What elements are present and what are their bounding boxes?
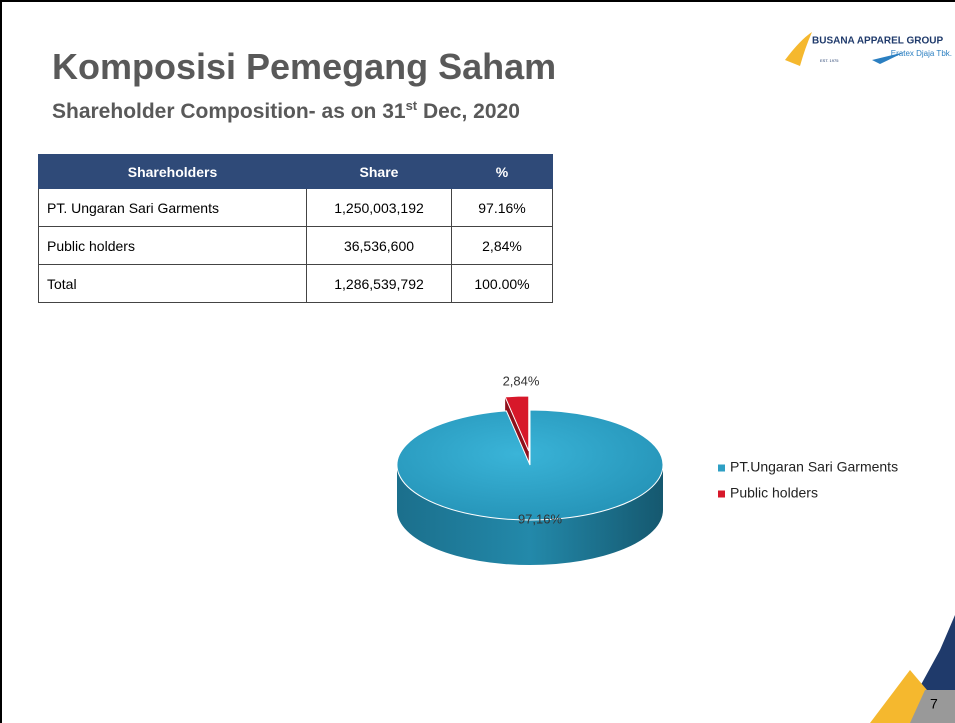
subtitle-sup: st [405,98,418,113]
cell: 2,84% [451,226,553,265]
legend-label: PT.Ungaran Sari Garments [730,459,898,475]
pie-slice [504,395,530,452]
logo-est: EST. 1975 [820,58,839,63]
subtitle-text: Shareholder Composition- as on 31 [52,100,406,123]
data-label: 97,16% [518,511,563,526]
cell: 97.16% [451,188,553,227]
pie-side [397,465,663,565]
page-number: 7 [930,696,938,712]
subtitle: Shareholder Composition- as on 31st Dec,… [52,98,520,124]
subtitle-end: Dec, 2020 [417,100,520,123]
pie-slice [396,409,664,521]
table: Shareholders Share% PT. Ungaran Sari Garm… [38,154,553,303]
logo-swoosh [872,52,905,64]
deco [910,690,955,723]
logo-mark [785,32,812,66]
cell: 1,286,539,792 [306,264,452,303]
cell: 100.00% [451,264,553,303]
title: Komposisi Pemegang Saham [52,46,557,87]
cell: 36,536,600 [306,226,452,265]
th: Share [306,154,452,189]
legend-label: Public holders [730,485,818,501]
cell: Public holders [38,226,307,265]
th: % [451,154,553,189]
logo-name: BUSANA APPAREL GROUP [812,36,943,47]
data-label: 2,84% [503,373,540,388]
cell: PT. Ungaran Sari Garments [38,188,307,227]
cell: Total [38,264,307,303]
legend-swatch [718,464,725,472]
cell: 1,250,003,192 [306,188,452,227]
legend-swatch [718,490,725,498]
logo-company: Eratex Djaja Tbk. [891,49,952,58]
